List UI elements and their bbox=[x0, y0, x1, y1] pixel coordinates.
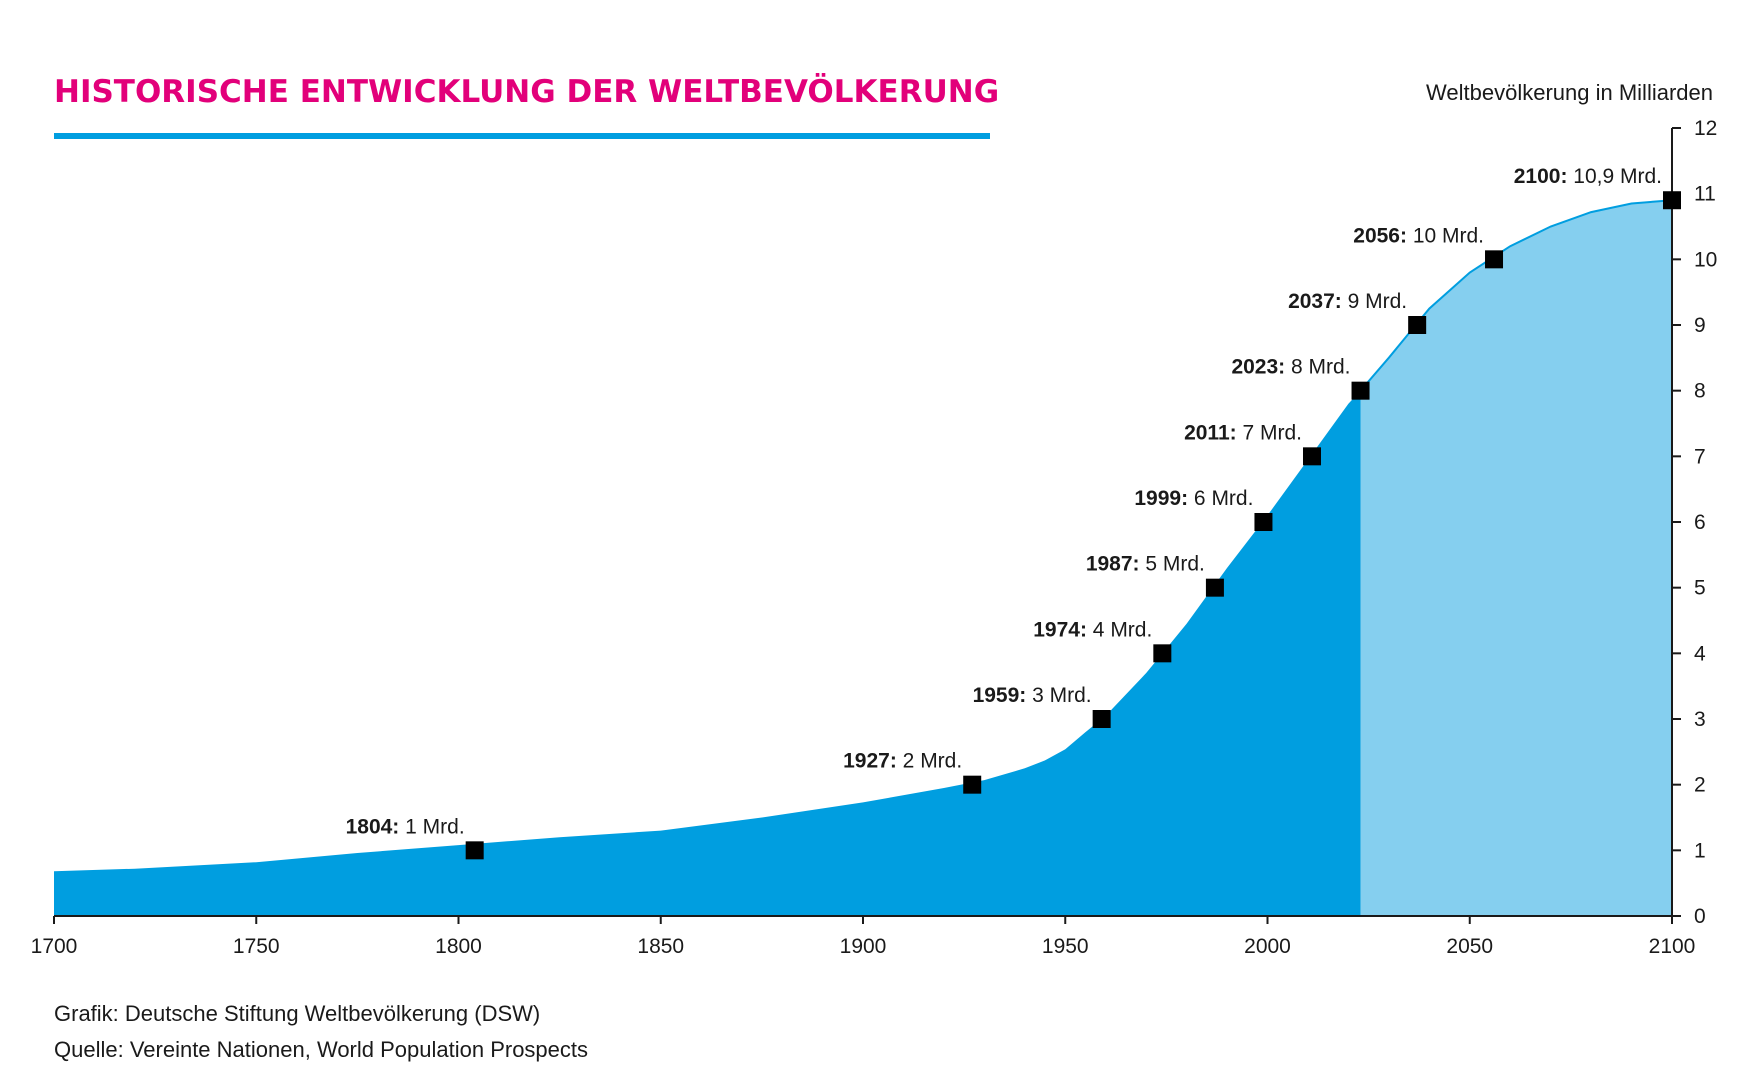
milestone-label: 1974: 4 Mrd. bbox=[1033, 618, 1152, 641]
milestone-marker bbox=[1254, 513, 1273, 531]
milestone-year: 2011: bbox=[1184, 421, 1237, 444]
milestone-value: 5 Mrd. bbox=[1140, 553, 1205, 576]
x-tick-label: 1950 bbox=[1042, 935, 1089, 958]
x-tick-label: 1800 bbox=[435, 935, 482, 958]
y-tick-label: 2 bbox=[1694, 774, 1706, 797]
milestone-marker bbox=[1153, 644, 1172, 663]
milestone-marker bbox=[1205, 578, 1224, 597]
milestone-marker bbox=[1485, 250, 1504, 269]
milestone-marker bbox=[465, 841, 484, 860]
milestone-value: 8 Mrd. bbox=[1285, 356, 1350, 379]
milestone-label: 1999: 6 Mrd. bbox=[1134, 487, 1253, 510]
milestone-year: 2023: bbox=[1231, 356, 1285, 379]
milestone-value: 2 Mrd. bbox=[897, 750, 962, 773]
y-tick-label: 11 bbox=[1694, 183, 1716, 206]
milestone-label: 2100: 10,9 Mrd. bbox=[1514, 165, 1662, 188]
milestone-value: 6 Mrd. bbox=[1188, 487, 1253, 510]
credit-line: Grafik: Deutsche Stiftung Weltbevölkerun… bbox=[54, 1001, 540, 1026]
milestone-marker bbox=[1092, 710, 1111, 728]
projection-line bbox=[1359, 199, 1673, 392]
y-tick-label: 5 bbox=[1694, 577, 1706, 600]
y-tick-label: 0 bbox=[1694, 905, 1706, 928]
x-tick-label: 2050 bbox=[1446, 935, 1493, 958]
milestone-year: 1927: bbox=[843, 750, 897, 773]
y-tick-label: 10 bbox=[1694, 248, 1717, 271]
milestone-label: 1927: 2 Mrd. bbox=[843, 750, 962, 773]
x-tick-label: 1850 bbox=[637, 935, 684, 958]
milestone-value: 7 Mrd. bbox=[1237, 421, 1302, 444]
y-tick-label: 7 bbox=[1694, 445, 1706, 468]
milestone-value: 3 Mrd. bbox=[1026, 684, 1091, 707]
source-line: Quelle: Vereinte Nationen, World Populat… bbox=[54, 1037, 588, 1062]
milestone-marker bbox=[1663, 191, 1681, 210]
y-tick-label: 12 bbox=[1694, 117, 1717, 140]
x-tick-label: 1900 bbox=[840, 935, 887, 958]
milestone-year: 1974: bbox=[1033, 618, 1087, 641]
y-tick-label: 1 bbox=[1694, 839, 1706, 862]
milestone-label: 2056: 10 Mrd. bbox=[1353, 224, 1484, 247]
y-tick-label: 9 bbox=[1694, 314, 1706, 337]
milestone-value: 10 Mrd. bbox=[1407, 224, 1484, 247]
milestone-marker bbox=[1408, 316, 1427, 334]
historical-area bbox=[54, 390, 1361, 916]
milestone-year: 1959: bbox=[973, 684, 1027, 707]
milestone-marker bbox=[1351, 381, 1370, 400]
milestone-marker bbox=[963, 775, 982, 794]
milestone-value: 4 Mrd. bbox=[1087, 618, 1152, 641]
milestone-year: 2100: bbox=[1514, 165, 1568, 188]
area-layer bbox=[54, 199, 1673, 916]
x-tick-label: 1700 bbox=[31, 935, 78, 958]
milestone-label: 2037: 9 Mrd. bbox=[1288, 290, 1407, 313]
milestone-year: 2056: bbox=[1353, 224, 1407, 247]
milestone-layer: 1804: 1 Mrd. 1927: 2 Mrd. 1959: 3 Mrd. 1974… bbox=[346, 165, 1681, 860]
chart-title: HISTORISCHE ENTWICKLUNG DER WELTBEVÖLKER… bbox=[54, 73, 999, 110]
milestone-year: 1987: bbox=[1086, 553, 1140, 576]
axes-layer: 1700 1750 1800 1850 1900 1950 2000 2050 21000123… bbox=[31, 117, 1718, 958]
milestone-marker bbox=[1302, 447, 1321, 466]
milestone-value: 9 Mrd. bbox=[1342, 290, 1407, 313]
milestone-year: 1999: bbox=[1134, 487, 1188, 510]
title-underline bbox=[54, 133, 990, 139]
milestone-value: 10,9 Mrd. bbox=[1567, 165, 1662, 188]
y-axis-title: Weltbevölkerung in Milliarden bbox=[1426, 80, 1713, 105]
y-tick-label: 4 bbox=[1694, 642, 1706, 665]
milestone-label: 1804: 1 Mrd. bbox=[346, 815, 465, 838]
milestone-year: 2037: bbox=[1288, 290, 1342, 313]
milestone-value: 1 Mrd. bbox=[399, 815, 464, 838]
milestone-label: 1959: 3 Mrd. bbox=[973, 684, 1092, 707]
milestone-label: 2011: 7 Mrd. bbox=[1184, 421, 1302, 444]
y-tick-label: 3 bbox=[1694, 708, 1706, 731]
y-tick-label: 8 bbox=[1694, 380, 1706, 403]
x-tick-label: 1750 bbox=[233, 935, 280, 958]
milestone-year: 1804: bbox=[346, 815, 400, 838]
x-tick-label: 2000 bbox=[1244, 935, 1291, 958]
milestone-label: 2023: 8 Mrd. bbox=[1231, 356, 1350, 379]
milestone-label: 1987: 5 Mrd. bbox=[1086, 553, 1205, 576]
y-tick-label: 6 bbox=[1694, 511, 1706, 534]
projection-area bbox=[1360, 200, 1672, 916]
x-tick-label: 2100 bbox=[1649, 935, 1696, 958]
